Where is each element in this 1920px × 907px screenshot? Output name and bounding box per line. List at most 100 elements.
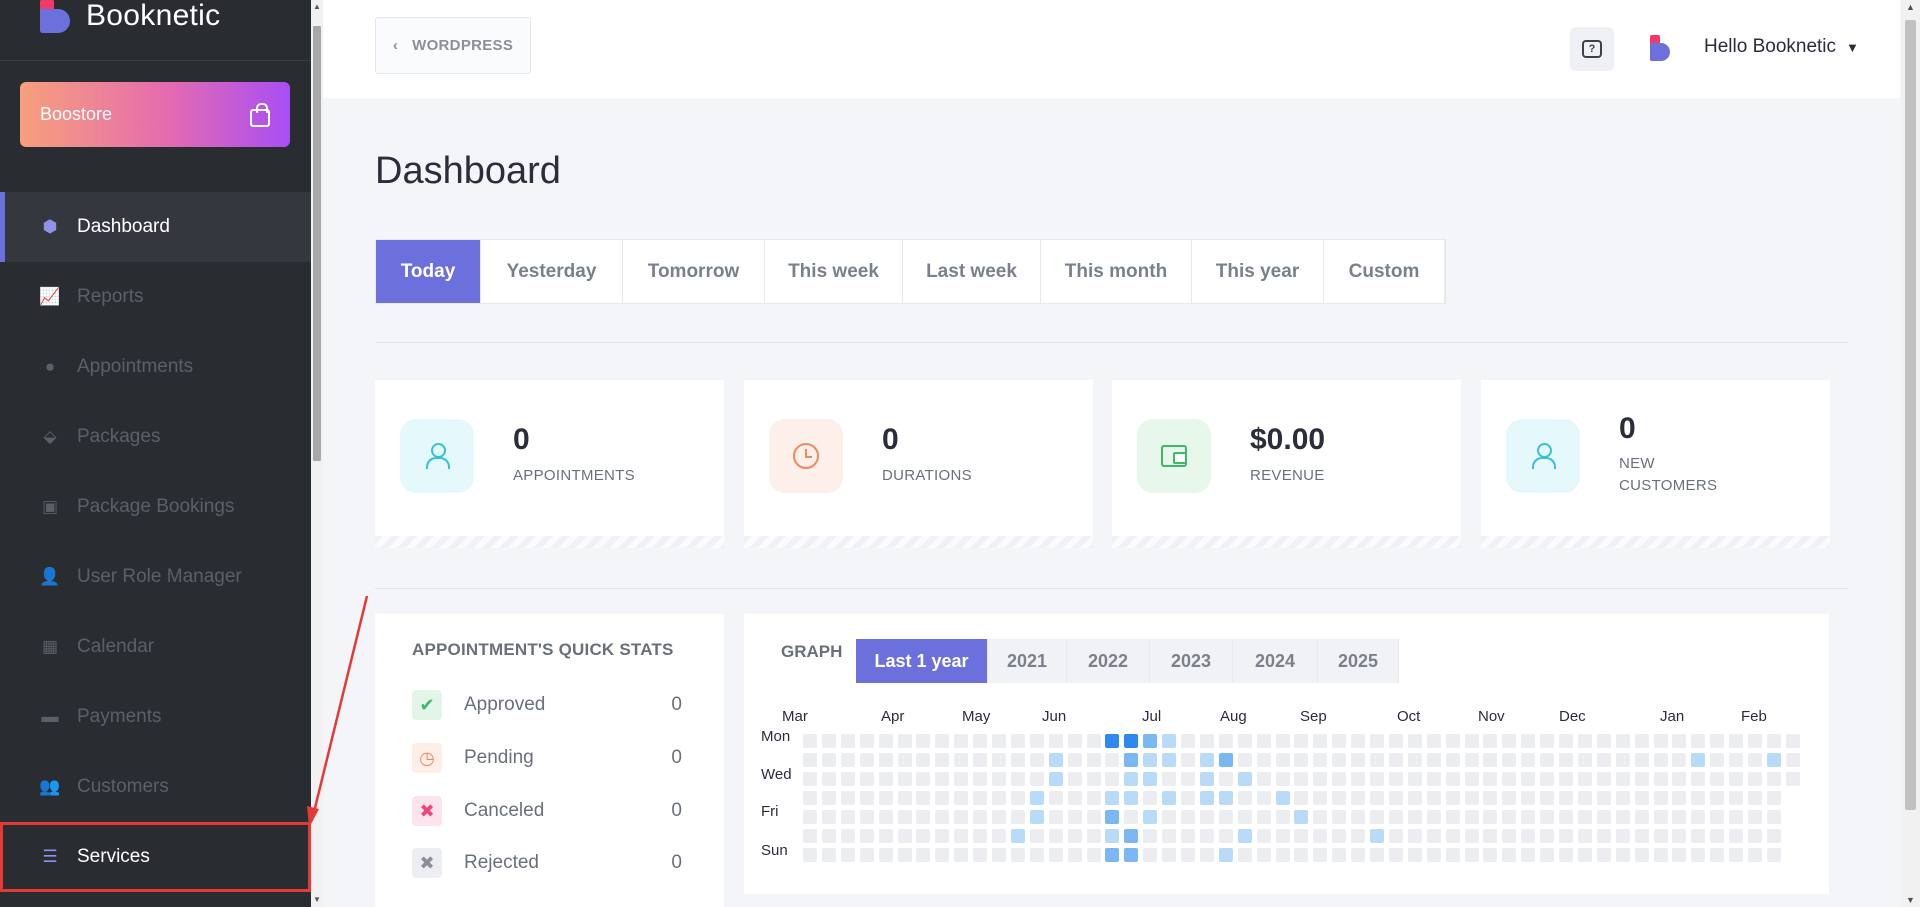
heatmap-cell[interactable] xyxy=(1502,791,1517,805)
heatmap-cell[interactable] xyxy=(1766,772,1781,786)
heatmap-cell[interactable] xyxy=(1559,829,1573,843)
tab-tomorrow[interactable]: Tomorrow xyxy=(623,240,765,303)
heatmap-cell[interactable] xyxy=(1010,810,1025,824)
tab-this-week[interactable]: This week xyxy=(765,240,903,303)
heatmap-cell[interactable] xyxy=(897,848,912,862)
heatmap-cell[interactable] xyxy=(878,772,893,786)
heatmap-cell[interactable] xyxy=(1086,791,1101,805)
heatmap-cell[interactable] xyxy=(840,829,855,843)
heatmap-cell[interactable] xyxy=(1464,791,1479,805)
heatmap-cell[interactable] xyxy=(1181,810,1195,824)
heatmap-cell[interactable] xyxy=(1181,829,1195,843)
heatmap-cell[interactable] xyxy=(916,753,931,767)
heatmap-cell[interactable] xyxy=(1124,829,1139,843)
heatmap-cell[interactable] xyxy=(1370,848,1384,862)
heatmap-cell[interactable] xyxy=(1370,791,1384,805)
heatmap-cell[interactable] xyxy=(1162,810,1177,824)
heatmap-cell[interactable] xyxy=(1521,829,1536,843)
heatmap-cell[interactable] xyxy=(1653,810,1668,824)
heatmap-cell[interactable] xyxy=(897,791,912,805)
heatmap-cell[interactable] xyxy=(1388,810,1403,824)
heatmap-cell[interactable] xyxy=(1237,829,1252,843)
heatmap-cell[interactable] xyxy=(1521,753,1536,767)
heatmap-cell[interactable] xyxy=(1294,791,1309,805)
heatmap-cell[interactable] xyxy=(916,810,931,824)
heatmap-cell[interactable] xyxy=(1615,791,1630,805)
heatmap-cell[interactable] xyxy=(821,829,836,843)
heatmap-cell[interactable] xyxy=(1540,791,1555,805)
heatmap-cell[interactable] xyxy=(1294,753,1309,767)
heatmap-cell[interactable] xyxy=(1029,772,1044,786)
heatmap-cell[interactable] xyxy=(1199,753,1214,767)
heatmap-cell[interactable] xyxy=(1691,734,1706,748)
heatmap-cell[interactable] xyxy=(1748,753,1762,767)
graph-tab-last-1-year[interactable]: Last 1 year xyxy=(856,639,988,683)
heatmap-cell[interactable] xyxy=(954,734,969,748)
heatmap-cell[interactable] xyxy=(1067,791,1082,805)
heatmap-cell[interactable] xyxy=(973,791,988,805)
heatmap-cell[interactable] xyxy=(1464,734,1479,748)
heatmap-cell[interactable] xyxy=(1766,848,1781,862)
heatmap-cell[interactable] xyxy=(1332,734,1347,748)
heatmap-cell[interactable] xyxy=(1388,772,1403,786)
heatmap-cell[interactable] xyxy=(1540,829,1555,843)
sidebar-scroll-thumb[interactable] xyxy=(313,26,321,461)
heatmap-cell[interactable] xyxy=(1634,772,1649,786)
heatmap-cell[interactable] xyxy=(1710,829,1725,843)
heatmap-cell[interactable] xyxy=(1237,810,1252,824)
heatmap-cell[interactable] xyxy=(1502,829,1517,843)
heatmap-cell[interactable] xyxy=(897,810,912,824)
heatmap-cell[interactable] xyxy=(859,810,874,824)
heatmap-cell[interactable] xyxy=(935,791,950,805)
heatmap-cell[interactable] xyxy=(1407,791,1422,805)
heatmap-cell[interactable] xyxy=(1067,829,1082,843)
heatmap-cell[interactable] xyxy=(1124,753,1139,767)
heatmap-cell[interactable] xyxy=(1067,772,1082,786)
heatmap-cell[interactable] xyxy=(1445,848,1460,862)
heatmap-cell[interactable] xyxy=(1559,772,1573,786)
heatmap-cell[interactable] xyxy=(1010,848,1025,862)
heatmap-cell[interactable] xyxy=(1426,753,1441,767)
heatmap-cell[interactable] xyxy=(897,772,912,786)
heatmap-cell[interactable] xyxy=(859,772,874,786)
heatmap-cell[interactable] xyxy=(1275,848,1290,862)
heatmap-cell[interactable] xyxy=(1370,810,1384,824)
heatmap-cell[interactable] xyxy=(1766,753,1781,767)
heatmap-cell[interactable] xyxy=(1275,772,1290,786)
page-scrollbar[interactable]: ▲ ▼ xyxy=(1901,0,1920,907)
heatmap-cell[interactable] xyxy=(1426,791,1441,805)
heatmap-cell[interactable] xyxy=(803,772,817,786)
heatmap-cell[interactable] xyxy=(1672,829,1687,843)
heatmap-cell[interactable] xyxy=(1407,734,1422,748)
heatmap-cell[interactable] xyxy=(1748,791,1762,805)
heatmap-cell[interactable] xyxy=(1426,829,1441,843)
heatmap-cell[interactable] xyxy=(1351,791,1366,805)
heatmap-cell[interactable] xyxy=(1067,848,1082,862)
heatmap-cell[interactable] xyxy=(1729,810,1744,824)
heatmap-cell[interactable] xyxy=(1256,753,1271,767)
heatmap-cell[interactable] xyxy=(1559,791,1573,805)
heatmap-cell[interactable] xyxy=(1294,848,1309,862)
heatmap-cell[interactable] xyxy=(1691,848,1706,862)
heatmap-cell[interactable] xyxy=(1067,810,1082,824)
heatmap-cell[interactable] xyxy=(1388,734,1403,748)
heatmap-cell[interactable] xyxy=(1502,734,1517,748)
heatmap-cell[interactable] xyxy=(1748,848,1762,862)
heatmap-cell[interactable] xyxy=(1105,829,1120,843)
heatmap-cell[interactable] xyxy=(1445,753,1460,767)
heatmap-cell[interactable] xyxy=(1010,829,1025,843)
heatmap-cell[interactable] xyxy=(1502,753,1517,767)
heatmap-cell[interactable] xyxy=(1710,772,1725,786)
heatmap-cell[interactable] xyxy=(954,810,969,824)
heatmap-cell[interactable] xyxy=(1048,734,1063,748)
heatmap-cell[interactable] xyxy=(1615,772,1630,786)
heatmap-cell[interactable] xyxy=(1143,734,1158,748)
heatmap-cell[interactable] xyxy=(1785,753,1800,767)
heatmap-cell[interactable] xyxy=(1029,848,1044,862)
heatmap-cell[interactable] xyxy=(1256,734,1271,748)
heatmap-cell[interactable] xyxy=(897,753,912,767)
heatmap-cell[interactable] xyxy=(840,848,855,862)
heatmap-cell[interactable] xyxy=(803,753,817,767)
heatmap-cell[interactable] xyxy=(1710,753,1725,767)
heatmap-cell[interactable] xyxy=(916,829,931,843)
